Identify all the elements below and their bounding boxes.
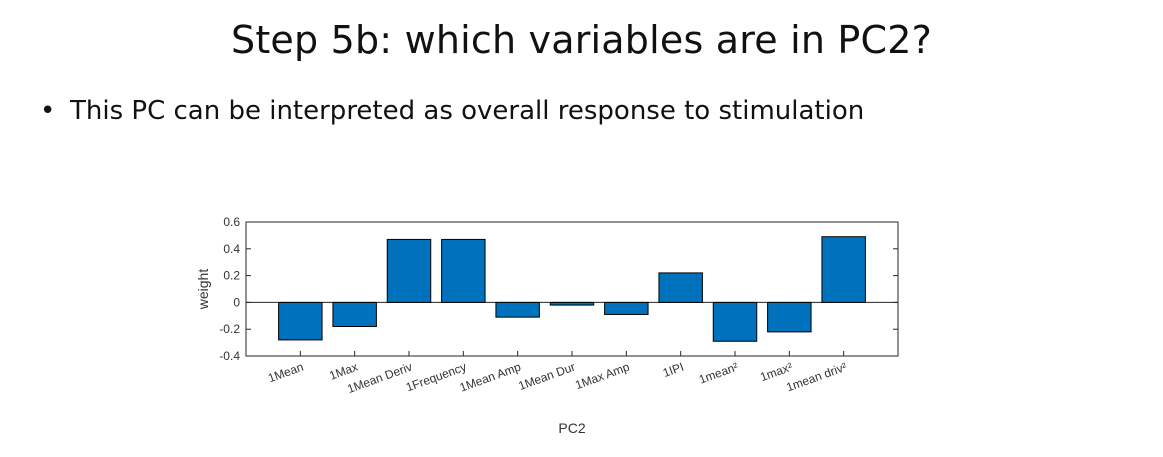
x-tick-label: 1mean² xyxy=(697,360,740,387)
y-tick-label: 0.2 xyxy=(223,269,240,283)
x-tick-label: 1Mean Dur xyxy=(516,360,577,393)
y-tick-label: -0.4 xyxy=(219,349,240,363)
bar xyxy=(332,301,377,328)
bar xyxy=(604,301,649,315)
x-tick-label: 1mean driv² xyxy=(784,360,848,395)
y-tick-label: 0 xyxy=(233,295,240,309)
x-tick-label: 1Frequency xyxy=(404,360,468,395)
bar xyxy=(549,301,595,306)
x-tick-label: 1Max Amp xyxy=(573,360,631,393)
y-tick-label: 0.4 xyxy=(223,242,240,256)
bar xyxy=(658,272,703,303)
x-tick-label: 1IPI xyxy=(661,360,686,380)
slide-title: Step 5b: which variables are in PC2? xyxy=(231,18,932,62)
bar xyxy=(712,301,758,342)
bar xyxy=(495,301,540,318)
x-axis-title: PC2 xyxy=(558,420,585,436)
bullet-icon: • xyxy=(40,96,56,126)
bar xyxy=(278,301,323,341)
bar xyxy=(767,301,812,333)
bar xyxy=(386,238,432,303)
x-tick-label: 1Mean xyxy=(266,360,305,386)
bar xyxy=(441,238,486,303)
bar xyxy=(821,236,866,303)
bullet-text: This PC can be interpreted as overall re… xyxy=(70,96,865,126)
y-tick-label: 0.6 xyxy=(223,215,240,229)
bullet-point: • This PC can be interpreted as overall r… xyxy=(40,96,864,126)
y-axis-title: weight xyxy=(195,269,211,311)
plot-frame xyxy=(245,221,899,357)
x-tick-label: 1Mean Amp xyxy=(458,360,523,395)
y-tick-label: -0.2 xyxy=(219,322,240,336)
